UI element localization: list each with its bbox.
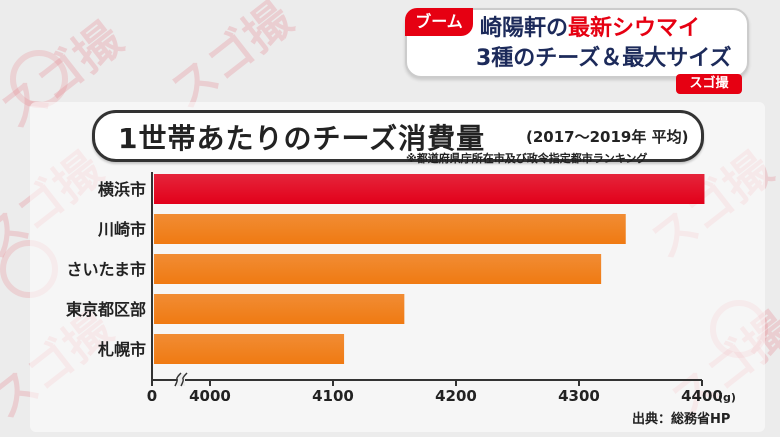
x-tick-label: 0 <box>147 387 157 405</box>
chart-source: 出典：総務省HP <box>632 412 731 427</box>
banner-headline-highlight: 最新シウマイ <box>568 16 701 41</box>
x-tick-label: 4000 <box>189 387 231 405</box>
x-tick-label: 4200 <box>435 387 477 405</box>
banner-headline: 崎陽軒の最新シウマイ <box>480 10 700 42</box>
brand-logo: スゴ撮 <box>676 74 742 94</box>
axis-break-mark <box>174 372 182 387</box>
x-tick-label: 4300 <box>558 387 600 405</box>
category-label: 川崎市 <box>97 220 146 239</box>
bar-5 <box>154 334 345 364</box>
axis-break-mark <box>180 372 188 387</box>
axis-break-gap <box>177 374 185 386</box>
x-tick-label: 4400 <box>681 387 723 405</box>
category-label: 札幌市 <box>97 340 146 359</box>
bar-1 <box>154 174 705 204</box>
banner-headline-prefix: 崎陽軒の <box>480 16 569 41</box>
bar-2 <box>154 214 626 244</box>
chart-subtitle: (2017～2019年 平均) <box>526 128 689 146</box>
banner-subheadline: 3種のチーズ＆最大サイズ <box>476 46 732 71</box>
chart-title: 1世帯あたりのチーズ消費量 <box>118 122 486 155</box>
boom-tag: ブーム <box>405 8 473 36</box>
x-unit-label: (g) <box>718 391 736 404</box>
bar-3 <box>154 254 602 284</box>
category-label: さいたま市 <box>66 260 146 279</box>
bar-4 <box>154 294 405 324</box>
chart-title-box <box>92 110 704 162</box>
category-label: 東京都区部 <box>66 300 146 319</box>
chart-note: ※都道府県庁所在市及び政令指定都市ランキング <box>406 152 648 165</box>
category-label: 横浜市 <box>98 180 146 199</box>
x-tick-label: 4100 <box>312 387 354 405</box>
